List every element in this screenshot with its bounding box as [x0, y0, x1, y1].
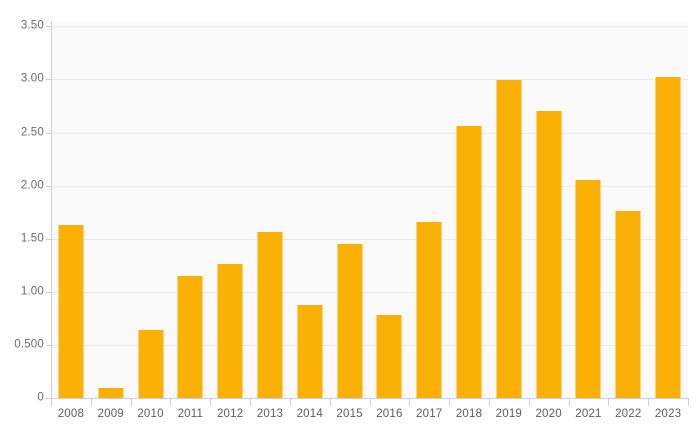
- x-axis-tick-mark: [51, 398, 52, 406]
- x-axis-tick-label: 2020: [535, 408, 562, 420]
- bar[interactable]: [615, 211, 641, 398]
- x-axis-tick-label: 2015: [336, 408, 363, 420]
- x-axis: 2008 2009 2010 2011 2012 2013 2014 2015 2016 2017…: [51, 398, 689, 433]
- x-axis-tick-mark: [449, 398, 451, 406]
- x-axis-tick-label: 2019: [495, 408, 523, 420]
- bar-slot: [489, 21, 529, 398]
- bar-slot: [170, 21, 210, 398]
- y-axis-tick-mark: [46, 344, 51, 346]
- y-axis-tick-label: 0: [37, 391, 44, 404]
- x-axis-tick-label: 2009: [97, 408, 124, 420]
- x-axis-tick-mark: [210, 398, 212, 406]
- x-axis-tick-mark: [170, 398, 172, 406]
- x-axis-tick-label: 2017: [416, 408, 443, 420]
- bar[interactable]: [297, 304, 323, 398]
- y-axis-tick-label: 2.00: [20, 178, 44, 191]
- gridline: [51, 291, 688, 293]
- bar[interactable]: [98, 388, 124, 398]
- bar-slot: [290, 21, 330, 398]
- x-axis-tick-mark: [369, 398, 371, 406]
- x-axis-tick-mark: [648, 398, 650, 406]
- bar[interactable]: [138, 330, 164, 398]
- bar[interactable]: [376, 315, 402, 398]
- bar-slot: [210, 21, 250, 398]
- bar[interactable]: [58, 224, 84, 398]
- x-axis-tick-label: 2018: [455, 408, 483, 420]
- y-axis-tick-mark: [46, 291, 51, 293]
- x-axis-tick-mark: [409, 398, 411, 406]
- y-axis: 0 0.500 1.00 1.50 2.00 2.50 3.00 3.50: [0, 0, 51, 433]
- y-axis-tick-label: 0.500: [14, 338, 44, 351]
- x-axis-tick-label: 2021: [575, 408, 602, 420]
- bar-slot: [409, 21, 449, 398]
- x-axis-tick-mark: [568, 398, 570, 406]
- gridline: [51, 344, 688, 346]
- y-axis-line: [51, 21, 52, 398]
- x-axis-tick-mark: [688, 398, 689, 406]
- x-axis-tick-label: 2016: [376, 408, 403, 420]
- bar[interactable]: [177, 275, 203, 398]
- bar-slot: [529, 21, 569, 398]
- bar[interactable]: [416, 221, 442, 398]
- x-axis-tick-mark: [329, 398, 331, 406]
- gridline: [51, 185, 688, 187]
- y-axis-tick-mark: [46, 26, 51, 28]
- bar[interactable]: [575, 180, 601, 398]
- bar-slot: [449, 21, 489, 398]
- y-axis-tick-label: 3.00: [20, 72, 44, 85]
- y-axis-tick-mark: [46, 79, 51, 81]
- bar[interactable]: [496, 80, 522, 398]
- y-axis-tick-label: 3.50: [20, 19, 44, 32]
- gridline: [51, 132, 688, 134]
- bar-slot: [330, 21, 370, 398]
- x-axis-tick-mark: [289, 398, 291, 406]
- bar-slot: [370, 21, 410, 398]
- bar-slot: [569, 21, 609, 398]
- bar-slot: [608, 21, 648, 398]
- x-axis-tick-label: 2008: [57, 408, 85, 420]
- bar-slot: [648, 21, 688, 398]
- bar-slot: [91, 21, 131, 398]
- bar[interactable]: [456, 126, 482, 398]
- bars-layer: [51, 21, 688, 398]
- x-axis-tick-label: 2023: [654, 408, 682, 420]
- gridline: [51, 238, 688, 240]
- x-axis-tick-mark: [488, 398, 490, 406]
- y-axis-tick-mark: [46, 132, 51, 134]
- x-axis-tick-label: 2014: [296, 408, 323, 420]
- bar[interactable]: [337, 244, 363, 398]
- x-axis-tick-label: 2010: [137, 408, 164, 420]
- x-axis-tick-mark: [608, 398, 610, 406]
- bar-slot: [131, 21, 171, 398]
- x-axis-tick-label: 2013: [256, 408, 284, 420]
- y-axis-tick-label: 1.50: [20, 231, 44, 244]
- gridline: [51, 79, 688, 81]
- bar-slot: [250, 21, 290, 398]
- y-axis-tick-mark: [46, 238, 51, 240]
- gridline: [51, 26, 688, 28]
- bar[interactable]: [536, 111, 562, 398]
- x-axis-tick-label: 2012: [216, 408, 244, 420]
- y-axis-tick-label: 2.50: [20, 125, 44, 138]
- x-axis-tick-mark: [90, 398, 92, 406]
- y-axis-tick-label: 1.00: [20, 285, 44, 298]
- bar[interactable]: [257, 232, 283, 398]
- x-axis-tick-mark: [528, 398, 530, 406]
- x-axis-tick-mark: [250, 398, 252, 406]
- x-axis-tick-label: 2022: [615, 408, 642, 420]
- x-axis-tick-mark: [130, 398, 132, 406]
- y-axis-tick-mark: [46, 185, 51, 187]
- y-axis-tick-mark: [46, 398, 51, 399]
- x-axis-tick-label: 2011: [177, 408, 204, 420]
- bar-slot: [51, 21, 91, 398]
- bar[interactable]: [217, 264, 243, 398]
- bar[interactable]: [655, 77, 681, 398]
